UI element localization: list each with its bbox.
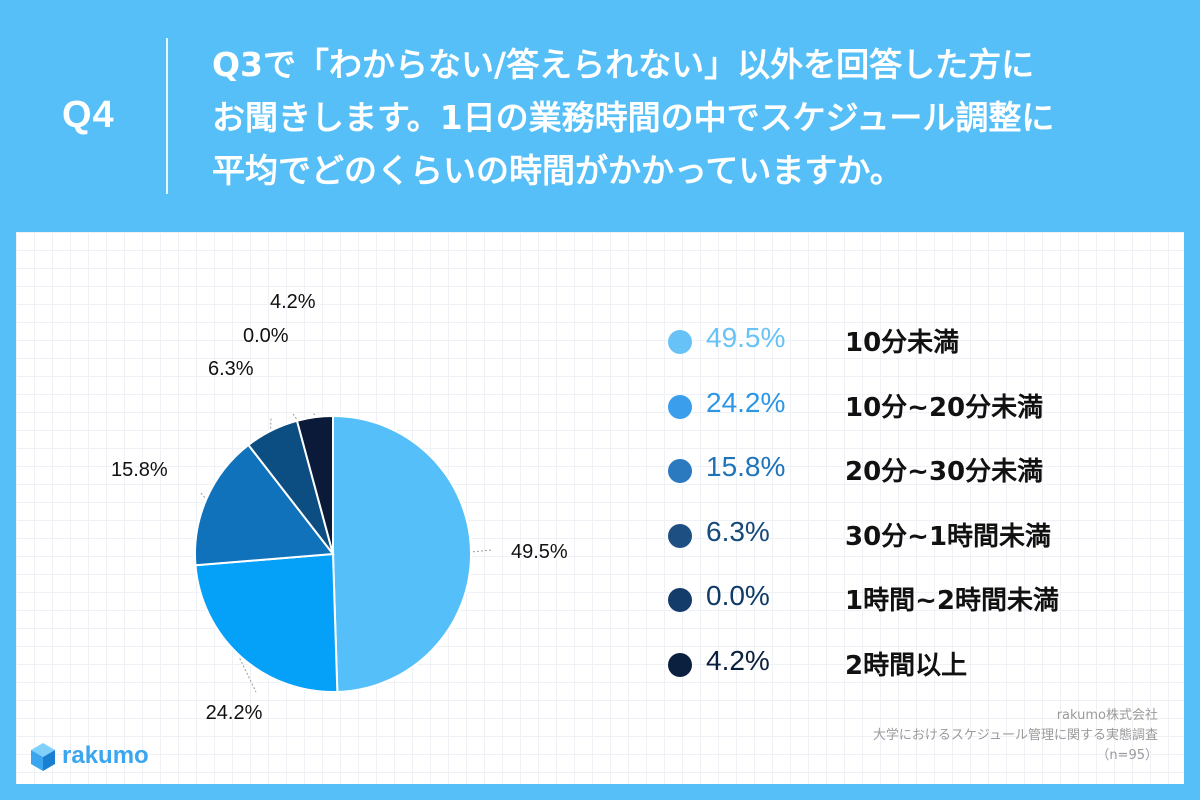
legend-percent: 49.5% [706, 322, 786, 353]
source-company: rakumo株式会社 [1056, 708, 1158, 723]
legend-dot [668, 459, 692, 483]
question-number: Q4 [62, 94, 115, 136]
pie-slice [332, 414, 472, 693]
legend-item: 0.0% 1時間~2時間未満 [666, 572, 1166, 637]
leader-line [292, 413, 297, 420]
question-text: Q3で「わからない/答えられない」以外を回答した方に お聞きします。1日の業務時… [212, 45, 1055, 190]
pie-slice [194, 552, 339, 693]
leader-line [472, 549, 493, 553]
legend-label: 20分~30分未満 [845, 457, 1044, 487]
slice-data-label: 0.0% [243, 325, 289, 347]
legend-label: 30分~1時間未満 [845, 521, 1052, 552]
slice-data-label: 4.2% [270, 291, 316, 313]
slice-data-label: 15.8% [111, 459, 168, 481]
legend-percent: 6.3% [706, 515, 770, 547]
source-survey: 大学におけるスケジュール管理に関する実態調査 [872, 728, 1158, 743]
legend-dot [668, 394, 692, 419]
legend-item: 24.2% 10分~20分未満 [666, 379, 1166, 444]
question-header: Q4 Q3で「わからない/答えられない」以外を回答した方に お聞きします。1日の… [0, 0, 1200, 232]
legend-percent: 24.2% [706, 386, 786, 418]
cube-logo-icon [31, 743, 55, 771]
legend-item: 6.3% 30分~1時間未満 [666, 508, 1166, 573]
legend-percent: 4.2% [706, 644, 770, 676]
slice-data-label: 24.2% [206, 702, 263, 724]
legend-dot [668, 588, 692, 612]
pie-slice [295, 414, 334, 555]
logo-text: rakumo [62, 742, 149, 769]
legend: 49.5% 10分未満 24.2% 10分~20分未満 15.8% 20分~30… [666, 314, 1166, 701]
sample-size: （n=95） [1096, 748, 1158, 763]
legend-dot [668, 523, 692, 548]
slice-data-label: 49.5% [511, 541, 568, 563]
legend-label: 1時間~2時間未満 [845, 586, 1059, 616]
slice-data-label: 6.3% [208, 358, 254, 380]
legend-dot [668, 330, 692, 354]
legend-label: 10分~20分未満 [845, 392, 1044, 423]
leader-line [199, 491, 206, 498]
legend-item: 4.2% 2時間以上 [666, 637, 1166, 702]
legend-item: 49.5% 10分未満 [666, 314, 1166, 379]
leader-line [312, 411, 316, 416]
header-divider [166, 38, 168, 194]
legend-item: 15.8% 20分~30分未満 [666, 443, 1166, 508]
pie-chart: 49.5% 24.2% 15.8% 6.3% 0.0% 4.2% [111, 291, 568, 724]
legend-label: 2時間以上 [845, 650, 968, 681]
source-note: rakumo株式会社 大学におけるスケジュール管理に関する実態調査 （n=95） [873, 706, 1158, 766]
legend-dot [668, 652, 692, 677]
legend-percent: 15.8% [706, 451, 786, 482]
chart-panel: 49.5% 24.2% 15.8% 6.3% 0.0% 4.2% 49.5% 10分未満 … [16, 232, 1184, 784]
legend-label: 10分未満 [845, 328, 960, 358]
legend-percent: 0.0% [706, 580, 770, 611]
pie-slice [194, 443, 335, 567]
